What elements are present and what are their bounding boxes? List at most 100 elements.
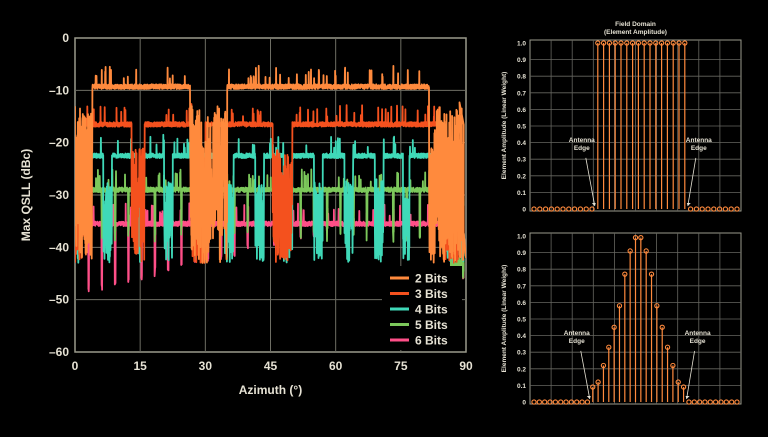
stem-marker	[718, 399, 724, 405]
main-chart: 0–10–20–30–40–50–600 15 30 45 60 75 90Azimuth …	[19, 31, 473, 397]
stem-marker	[531, 399, 537, 405]
y-tick-label: –40	[49, 240, 69, 254]
x-tick-label: 0	[72, 359, 79, 373]
annotation-arrow	[686, 350, 695, 400]
y-tick-label: –50	[49, 293, 69, 307]
stem-marker	[647, 40, 653, 46]
stem-marker	[691, 399, 697, 405]
stem-marker	[566, 206, 572, 212]
x-tick-label: 15	[133, 359, 147, 373]
y-tick-label: 0.4	[517, 333, 526, 340]
stem-marker	[579, 399, 585, 405]
grid-lines	[530, 40, 741, 211]
stem-marker	[560, 206, 566, 212]
annotation-arrowhead	[591, 203, 596, 206]
stem-marker	[574, 399, 580, 405]
stem-chart-1: 1.0 0.9 0.8 0.7 0.6 0.5 0.4 0.3 0.2 0.1 0 Element A…	[501, 39, 742, 214]
stem-marker	[707, 399, 713, 405]
stem-marker	[702, 399, 708, 405]
stem-marker	[635, 40, 642, 46]
stem-marker	[638, 235, 644, 241]
stem-marker	[686, 399, 692, 405]
stem-marker	[583, 206, 589, 212]
stem-marker	[664, 40, 671, 46]
y-tick-label: 0.1	[517, 190, 526, 197]
annotation-antenna-edge-right: Antenna Edge	[685, 330, 711, 345]
stem-marker	[589, 206, 595, 212]
stem-marker	[641, 40, 647, 46]
y-tick-label: 0.1	[517, 383, 526, 390]
stem-marker	[658, 40, 665, 46]
x-tick-label: 45	[264, 359, 278, 373]
y-tick-label: 0.7	[517, 90, 526, 97]
stem-marker	[568, 399, 575, 405]
annotation-antenna-edge-left: Antenna Edge	[569, 137, 595, 152]
x-tick-label: 30	[199, 359, 213, 373]
y-tick-label: 0	[522, 400, 526, 407]
y-tick-label: 0.9	[517, 250, 526, 257]
stems	[531, 235, 740, 405]
stem-marker	[590, 384, 596, 390]
stem-marker	[611, 324, 617, 330]
stem-marker	[606, 40, 613, 46]
stem-marker	[699, 206, 705, 212]
y-tick-label: 0.7	[517, 283, 526, 290]
stem-marker	[632, 235, 639, 241]
y-tick-label: 0.6	[517, 107, 526, 114]
y-tick-label: –10	[49, 83, 69, 97]
stem-marker	[571, 206, 578, 212]
stem-marker	[728, 206, 734, 212]
stem-marker	[643, 248, 649, 254]
annotation-antenna-edge-left: Antenna Edge	[564, 330, 590, 345]
annotation-arrowhead	[686, 203, 691, 206]
y-tick-label: –60	[49, 345, 69, 359]
stem-marker	[696, 399, 703, 405]
annotation-arrow	[580, 350, 591, 400]
stem-marker	[537, 206, 543, 212]
stem-marker	[542, 399, 548, 405]
stem-marker	[734, 206, 740, 212]
stem-marker	[693, 206, 700, 212]
stem-marker	[554, 206, 560, 212]
series-line-2-bits	[75, 64, 466, 264]
stem-marker	[622, 271, 628, 277]
stem-marker	[670, 40, 676, 46]
y-tick-label: 1.0	[517, 234, 526, 241]
y-tick-label: 0	[62, 31, 69, 45]
stem-marker	[584, 399, 591, 405]
annotation-arrowhead	[586, 396, 591, 399]
y-tick-label: 0.8	[517, 74, 526, 81]
stem-marker	[552, 399, 559, 405]
y-tick-label: 0.3	[517, 157, 526, 164]
stem-marker	[723, 399, 729, 405]
stem-marker	[659, 324, 665, 330]
stem-marker	[612, 40, 618, 46]
y-tick-label: 0.5	[517, 124, 526, 131]
x-tick-label: 60	[329, 359, 343, 373]
stem-marker	[616, 303, 623, 309]
stem-marker	[600, 362, 607, 369]
annotation-arrow	[585, 157, 596, 207]
stem-marker	[675, 379, 681, 385]
stem-marker	[577, 206, 584, 212]
stem-marker	[606, 344, 612, 350]
stem-marker	[716, 206, 723, 212]
stem-marker	[664, 344, 671, 350]
stem-marker	[624, 40, 630, 46]
annotation-arrow	[687, 157, 697, 207]
y-tick-label: –30	[49, 188, 69, 202]
stem-marker	[722, 206, 729, 212]
legend-label: 3 Bits	[415, 287, 448, 301]
y-tick-label: 0	[522, 207, 526, 214]
y-axis-label: Element Amplitude (Linear Weight)	[501, 72, 508, 180]
stem-marker	[729, 399, 735, 405]
stem-marker	[542, 206, 549, 212]
legend-label: 5 Bits	[415, 318, 448, 332]
stem-marker	[558, 399, 564, 405]
y-tick-label: 0.2	[517, 173, 526, 180]
legend-label: 4 Bits	[415, 303, 448, 317]
stem-marker	[600, 40, 607, 46]
